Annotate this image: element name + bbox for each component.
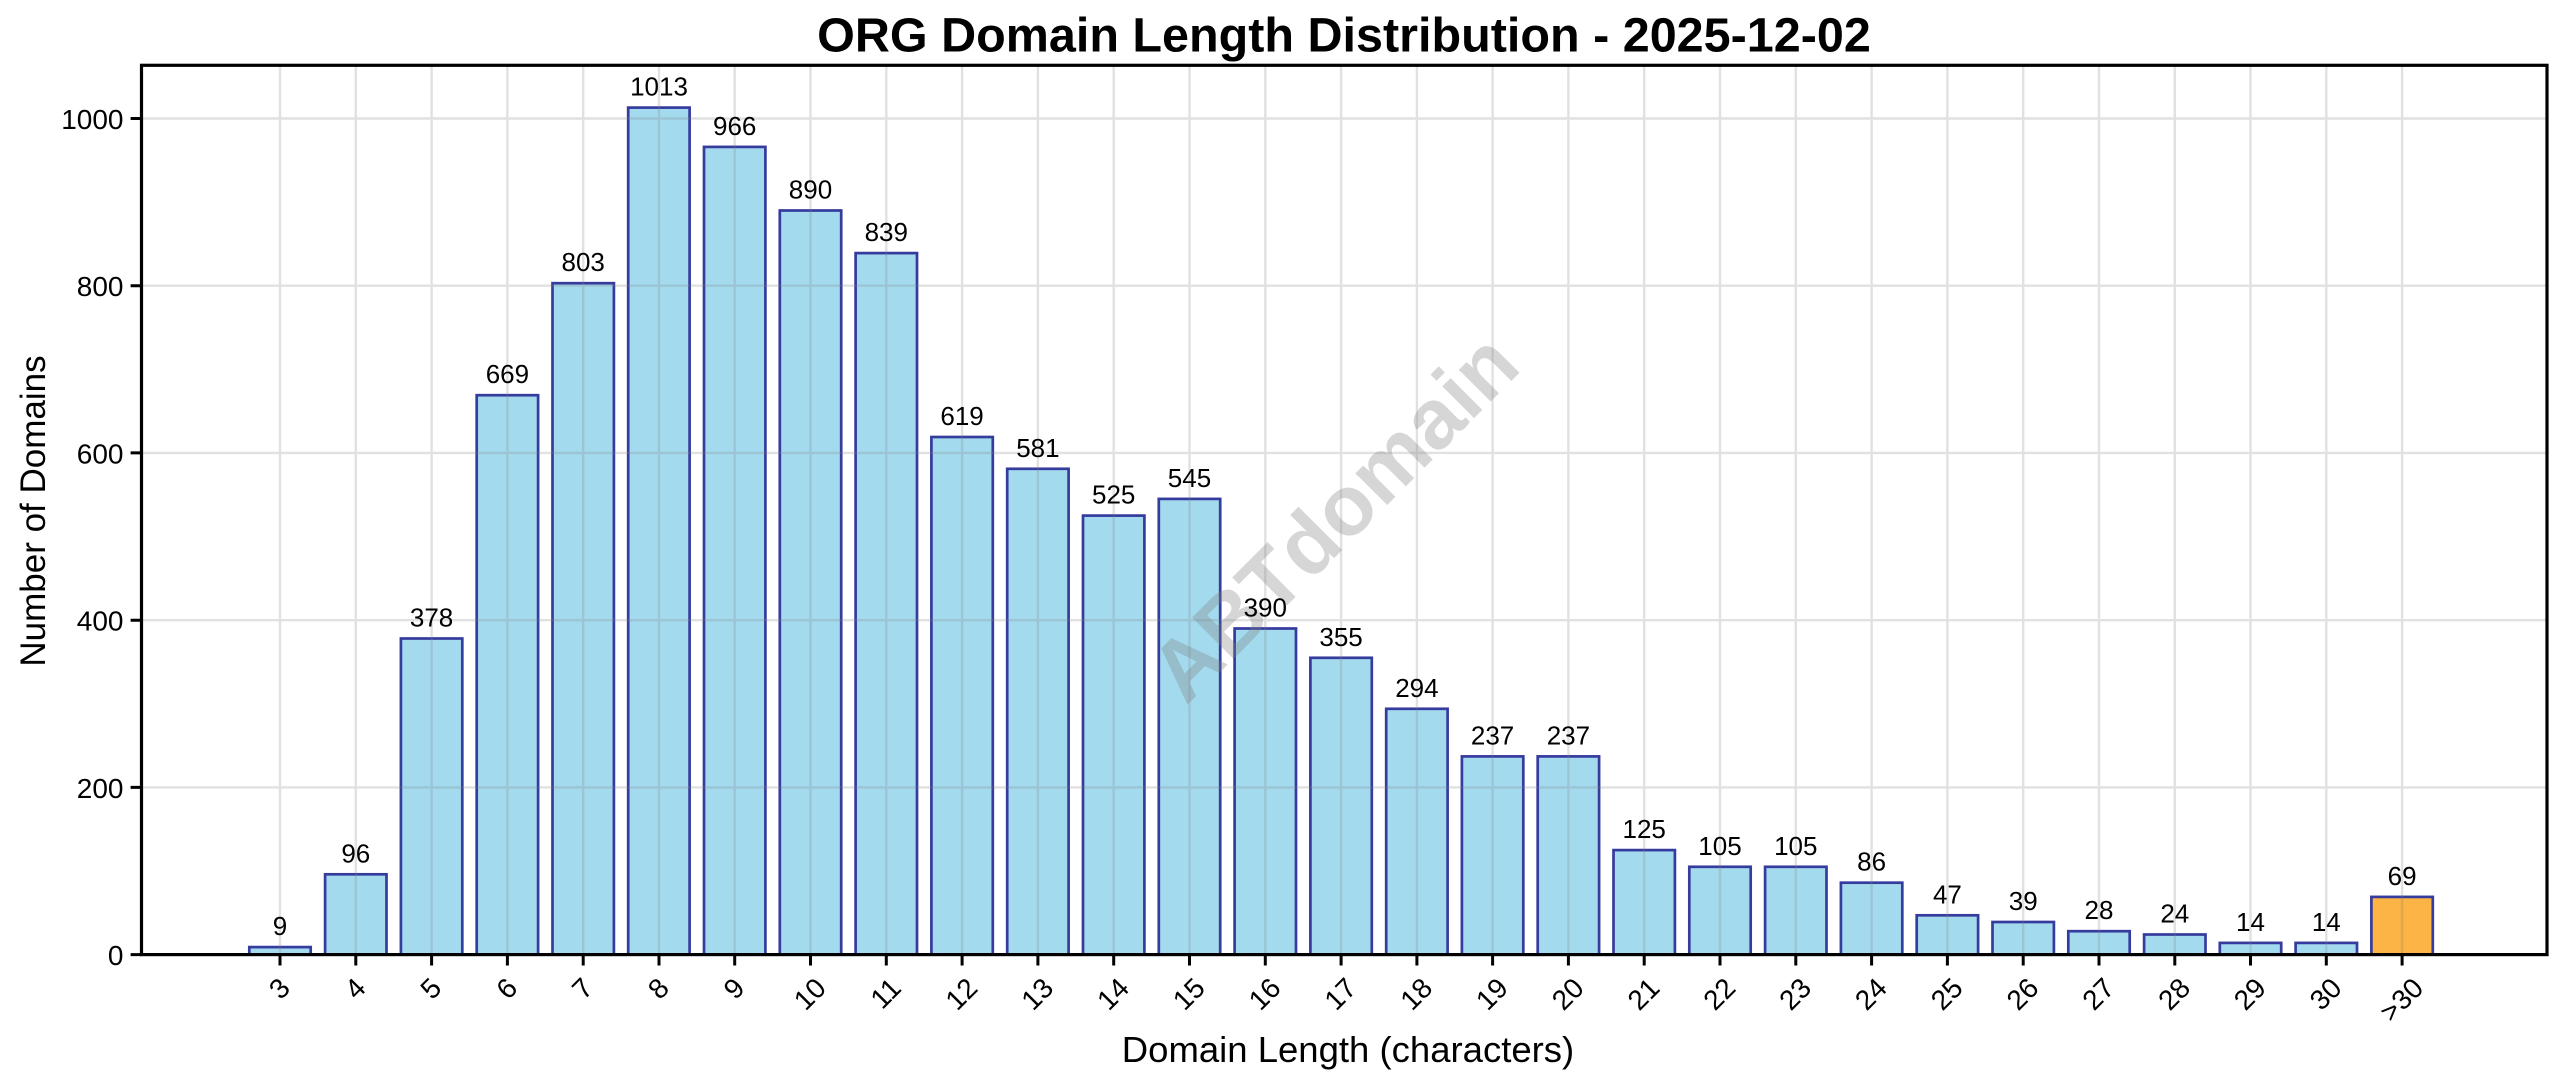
svg-text:0: 0 [108, 940, 124, 971]
svg-text:Domain Length (characters): Domain Length (characters) [1122, 1029, 1574, 1070]
svg-text:24: 24 [2160, 899, 2189, 929]
svg-text:237: 237 [1547, 720, 1590, 750]
svg-text:294: 294 [1395, 673, 1438, 703]
svg-text:378: 378 [410, 603, 453, 633]
svg-text:390: 390 [1244, 593, 1287, 623]
svg-text:125: 125 [1623, 814, 1666, 844]
svg-text:69: 69 [2388, 861, 2417, 891]
svg-text:47: 47 [1933, 879, 1962, 909]
svg-text:28: 28 [2085, 895, 2114, 925]
svg-text:ORG Domain Length Distribution: ORG Domain Length Distribution - 2025-12… [817, 9, 1871, 63]
svg-text:545: 545 [1168, 463, 1211, 493]
svg-text:9: 9 [273, 911, 287, 941]
svg-text:355: 355 [1319, 622, 1362, 652]
svg-text:200: 200 [77, 773, 124, 804]
svg-text:86: 86 [1857, 847, 1886, 877]
svg-text:1013: 1013 [630, 72, 688, 102]
svg-text:800: 800 [77, 271, 124, 302]
svg-text:966: 966 [713, 111, 756, 141]
svg-text:600: 600 [77, 438, 124, 469]
svg-text:669: 669 [486, 359, 529, 389]
svg-text:839: 839 [865, 217, 908, 247]
svg-text:619: 619 [940, 401, 983, 431]
svg-text:581: 581 [1016, 433, 1059, 463]
svg-text:14: 14 [2236, 907, 2265, 937]
svg-text:105: 105 [1774, 831, 1817, 861]
svg-text:237: 237 [1471, 720, 1514, 750]
svg-text:Number of Domains: Number of Domains [14, 355, 53, 666]
svg-text:14: 14 [2312, 907, 2341, 937]
svg-text:96: 96 [341, 838, 370, 868]
svg-text:890: 890 [789, 175, 832, 205]
svg-text:400: 400 [77, 606, 124, 637]
svg-text:803: 803 [562, 247, 605, 277]
svg-text:39: 39 [2009, 886, 2038, 916]
svg-text:1000: 1000 [61, 104, 123, 135]
svg-text:105: 105 [1698, 831, 1741, 861]
svg-text:525: 525 [1092, 480, 1135, 510]
